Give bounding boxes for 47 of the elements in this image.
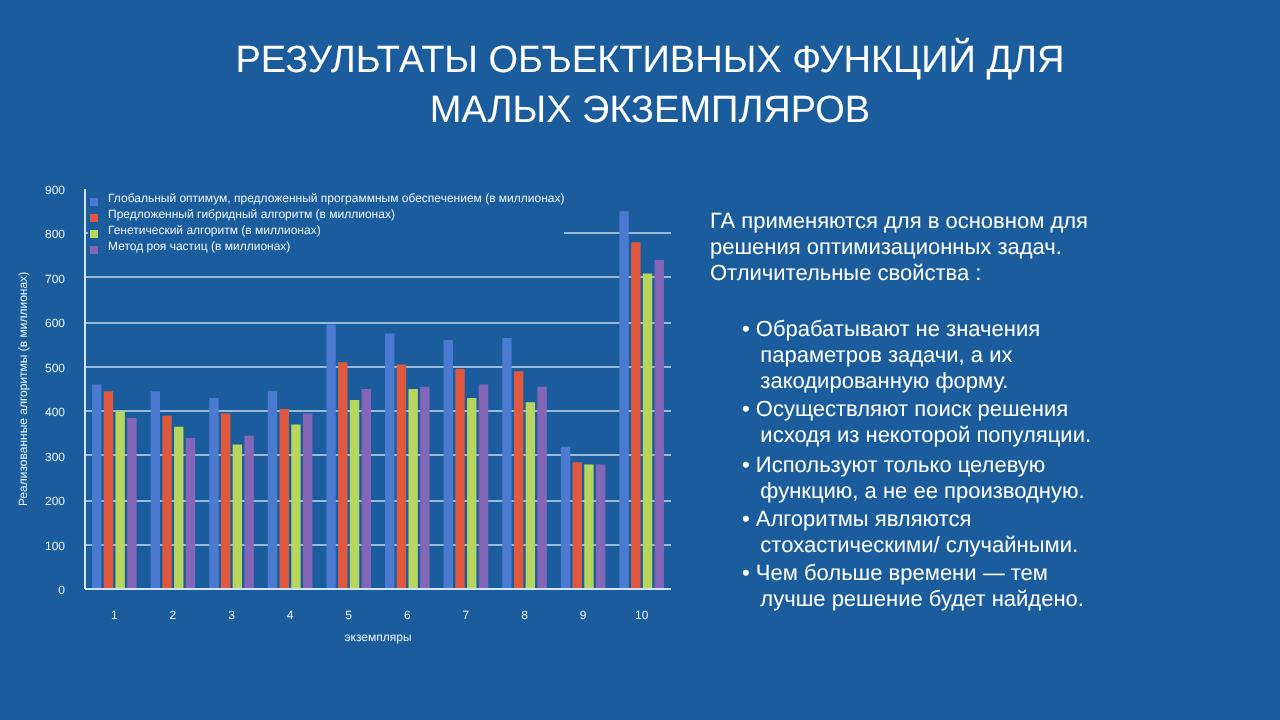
bar (185, 437, 196, 589)
bar (455, 369, 465, 589)
bar (127, 417, 137, 589)
bar (209, 397, 219, 589)
bar (279, 409, 289, 589)
bar (338, 362, 348, 589)
bar (467, 397, 477, 589)
bar (478, 384, 489, 589)
bar (396, 364, 407, 589)
text: ГА применяются для в основном для решения оптимизационных задач. Отличительные свойства : (710, 210, 1090, 290)
bar (174, 426, 184, 589)
text: • Чем больше времени — тем лучше решение будет найдено. (742, 562, 1086, 616)
bar (408, 389, 418, 589)
bar (502, 337, 512, 589)
bar (619, 211, 629, 589)
bar (291, 424, 301, 589)
bar (537, 386, 547, 589)
bar (420, 386, 430, 589)
text: • Алгоритмы являются стохастическими/ случайными. (742, 507, 1081, 561)
chart-title: РЕЗУЛЬТАТЫ ОБЪЕКТИВНЫХ ФУНКЦИЙ ДЛЯ МАЛЫХ ЭКЗЕМПЛЯРОВ (235, 38, 1065, 136)
bar (244, 435, 254, 589)
bar (654, 260, 664, 589)
bar (232, 444, 243, 589)
bar (443, 340, 454, 589)
bar (361, 389, 371, 589)
bar (349, 400, 360, 589)
bar (302, 413, 313, 589)
bar (584, 464, 594, 589)
text: • Осуществляют поиск решения исходя из некоторой популяции. (742, 398, 1092, 451)
bar (162, 415, 172, 589)
bar (642, 273, 653, 589)
bar (525, 402, 536, 589)
bar (595, 464, 606, 589)
bar (92, 384, 102, 589)
bar (115, 411, 125, 589)
bar (150, 391, 161, 589)
text: • Используют только целевую функцию, а не ее производную. (742, 453, 1087, 506)
text: • Обрабатывают не значения параметров задачи, а их закодированную форму. (742, 317, 1043, 397)
bar (103, 391, 114, 589)
bar (267, 391, 278, 589)
bar (572, 462, 582, 589)
bar (513, 371, 524, 589)
bar (220, 413, 231, 589)
bar (560, 446, 571, 589)
bar (631, 242, 641, 589)
bar (326, 324, 336, 589)
bar (385, 333, 395, 589)
